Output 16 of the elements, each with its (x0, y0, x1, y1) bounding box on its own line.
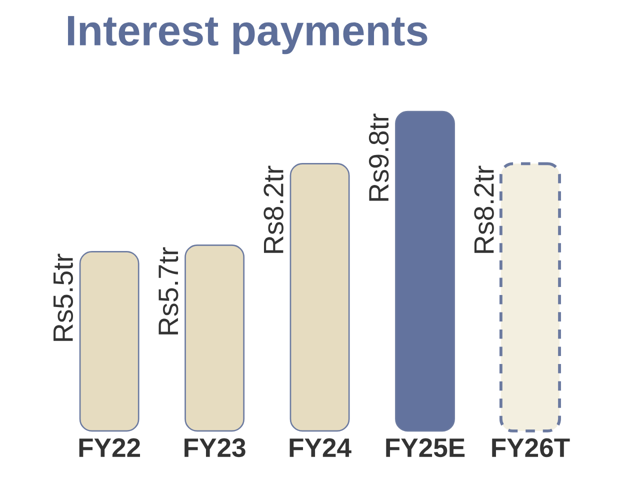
x-tick-label: FY26T (492, 438, 570, 458)
x-tick-label: FY22 (79, 438, 140, 457)
bar (290, 162, 350, 432)
bar (499, 162, 561, 432)
x-tick-label: FY24 (290, 438, 352, 457)
x-tick-label: FY23 (184, 438, 246, 458)
data-label: Rs9.8tr (368, 114, 389, 201)
data-label: Rs8.2tr (264, 166, 284, 253)
bar (184, 244, 245, 432)
chart-title: Interest payments (68, 16, 428, 54)
x-tick-label: FY25E (386, 438, 465, 458)
bar (395, 110, 455, 432)
data-label: Rs5.7tr (158, 247, 178, 334)
data-label: Rs5.5tr (54, 254, 74, 341)
data-label: Rs8.2tr (474, 166, 494, 253)
bar (79, 250, 140, 432)
